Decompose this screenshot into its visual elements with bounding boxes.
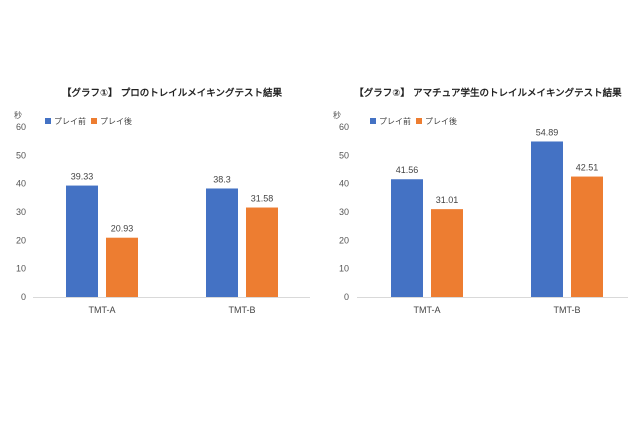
bar-2-2 <box>246 207 278 297</box>
data-label: 39.33 <box>71 172 94 182</box>
y-axis-unit: 秒 <box>333 110 341 120</box>
x-category-label: TMT-B <box>229 305 256 315</box>
y-tick-label: 40 <box>16 179 26 189</box>
data-label: 31.58 <box>251 194 274 204</box>
legend-swatch-1 <box>370 118 376 124</box>
y-tick-label: 50 <box>339 150 349 160</box>
legend-label-1: プレイ前 <box>379 116 411 126</box>
bar-2-2 <box>571 176 603 297</box>
bar-2-1 <box>106 237 138 297</box>
y-tick-label: 0 <box>21 292 26 302</box>
chart-title: 【グラフ①】 プロのトレイルメイキングテスト結果 <box>62 87 283 99</box>
y-tick-label: 20 <box>16 235 26 245</box>
y-tick-label: 10 <box>16 264 26 274</box>
y-tick-label: 20 <box>339 235 349 245</box>
legend-swatch-1 <box>45 118 51 124</box>
y-tick-label: 40 <box>339 179 349 189</box>
legend-label-2: プレイ後 <box>425 116 457 126</box>
data-label: 54.89 <box>536 127 559 137</box>
legend-swatch-2 <box>416 118 422 124</box>
y-tick-label: 60 <box>16 122 26 132</box>
y-tick-label: 60 <box>339 122 349 132</box>
x-category-label: TMT-A <box>89 305 116 315</box>
bar-1-2 <box>531 141 563 297</box>
bar-1-1 <box>66 185 98 297</box>
y-tick-label: 10 <box>339 264 349 274</box>
data-label: 31.01 <box>436 195 459 205</box>
bar-2-1 <box>431 209 463 297</box>
y-axis-unit: 秒 <box>14 110 22 120</box>
legend-swatch-2 <box>91 118 97 124</box>
data-label: 20.93 <box>111 224 134 234</box>
data-label: 41.56 <box>396 165 419 175</box>
bar-1-1 <box>391 179 423 297</box>
data-label: 42.51 <box>576 163 599 173</box>
x-category-label: TMT-A <box>414 305 441 315</box>
x-category-label: TMT-B <box>554 305 581 315</box>
legend-label-1: プレイ前 <box>54 116 86 126</box>
y-tick-label: 30 <box>339 207 349 217</box>
chart-title: 【グラフ②】 アマチュア学生のトレイルメイキングテスト結果 <box>354 87 622 99</box>
bar-1-2 <box>206 188 238 297</box>
y-tick-label: 50 <box>16 150 26 160</box>
legend-label-2: プレイ後 <box>100 116 132 126</box>
data-label: 38.3 <box>213 174 231 184</box>
y-tick-label: 30 <box>16 207 26 217</box>
y-tick-label: 0 <box>344 292 349 302</box>
